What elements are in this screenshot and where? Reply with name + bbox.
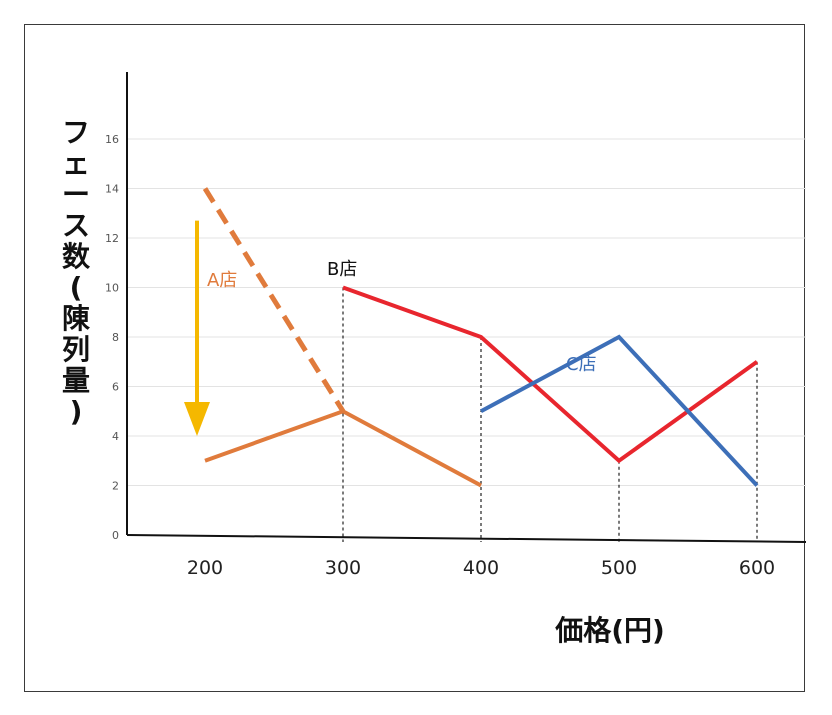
x-tick-labels: 200 300 400 500 600	[187, 557, 775, 579]
y-tick-label: 12	[105, 232, 119, 245]
y-axis-title-char: (	[70, 271, 83, 304]
series-label: C店	[566, 354, 597, 375]
y-axis-title-char: 数	[62, 240, 91, 273]
y-axis-title: フェース数(陳列量)	[62, 116, 91, 428]
y-tick-labels: 0 2 4 6 8 10 12 14 16	[105, 133, 119, 542]
y-axis-title-char: 量	[62, 364, 90, 397]
decrease-arrow	[184, 220, 210, 436]
x-tick-label: 600	[739, 557, 775, 579]
y-axis-title-char: 列	[62, 333, 90, 366]
x-tick-label: 500	[601, 557, 637, 579]
y-axis-title-char: 陳	[62, 302, 91, 335]
grid-lines	[127, 138, 806, 486]
y-tick-label: 6	[112, 381, 119, 394]
drop-lines	[342, 287, 758, 542]
x-axis-line	[126, 534, 807, 543]
y-axis-title-char: フ	[62, 116, 90, 149]
x-axis-title: 価格(円)	[554, 614, 665, 647]
y-tick-label: 4	[112, 430, 119, 443]
x-tick-label: 200	[187, 557, 223, 579]
series-line	[202, 187, 346, 413]
y-tick-label: 10	[105, 282, 119, 295]
y-axis-title-char: ス	[62, 209, 90, 242]
y-axis-title-char: )	[70, 395, 83, 428]
chart-frame	[24, 24, 805, 692]
y-axis-title-char: ェ	[62, 147, 90, 180]
series-line	[480, 334, 759, 487]
x-tick-label: 300	[325, 557, 361, 579]
arrow-head	[184, 402, 210, 436]
y-tick-label: 16	[105, 133, 119, 146]
axes	[126, 72, 807, 543]
x-tick-label: 400	[463, 557, 499, 579]
y-axis-title-char: ー	[62, 178, 90, 211]
series-labels: A店 B店 C店	[207, 259, 597, 375]
y-tick-label: 8	[112, 331, 119, 344]
series-label: A店	[207, 270, 237, 291]
y-tick-label: 0	[112, 529, 119, 542]
y-tick-label: 14	[105, 183, 119, 196]
series-label: B店	[327, 259, 357, 280]
y-tick-label: 2	[112, 480, 119, 493]
series-lines	[202, 187, 759, 488]
